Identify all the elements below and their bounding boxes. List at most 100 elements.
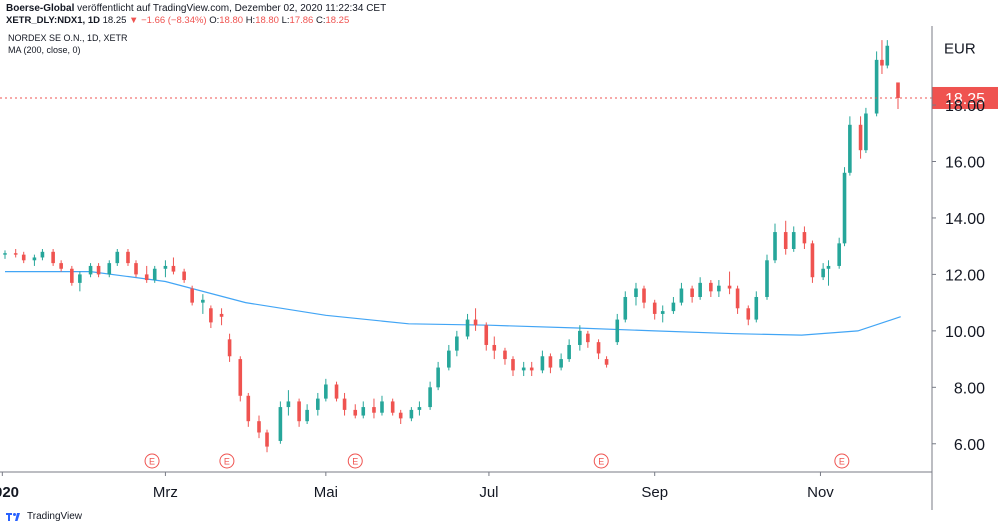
last-price-label: 18.25 [945,91,985,108]
candle-body [885,45,890,66]
candle-body [492,344,497,351]
low-label: L: [281,15,290,26]
candle-body [511,359,515,371]
candle-body [455,336,459,351]
candle-body [765,260,769,297]
candle-body [316,398,320,410]
candle-body [652,302,657,314]
last-price: 18.25 [102,15,127,26]
candle-body [398,412,403,419]
candle-body [548,356,553,368]
brand-name: TradingView [27,511,83,522]
candle-body [540,356,545,371]
candle-body [417,407,422,410]
y-tick-label: 8.00 [954,380,985,397]
candle-body [484,325,489,345]
candle-body [209,308,213,323]
price-change: −1.66 (−8.34%) [141,15,207,26]
candle-body [529,367,534,371]
earnings-marker [834,453,850,469]
candle-body [257,421,261,433]
candle-body [428,387,432,408]
candle-body [858,124,863,151]
candle-body [679,288,684,303]
axes-layer: 6.00 8.00 10.00 12.00 14.00 16.00 18.00 EUR 2020… [0,26,985,510]
candle-body [134,263,138,275]
candle-body [305,409,309,422]
candle-body [246,395,251,422]
candle-body [182,271,186,281]
candle-body [596,342,601,354]
candle-body [324,384,328,399]
candle-body [447,350,451,368]
candle-body [380,401,384,413]
candle-body [521,367,526,371]
price-chart[interactable]: 18.25 6.00 8.00 10.00 12.00 14.00 16.00 18.00 E… [0,26,1000,510]
candle-body [107,263,112,275]
candle-body [465,319,470,337]
down-arrow-icon: ▼ [129,15,139,26]
candle-body [567,344,571,360]
candle-body [634,288,638,297]
candle-body [265,432,269,447]
candle-body [709,282,713,292]
y-tick-label: 12.00 [945,267,985,284]
open-value: 18.80 [219,15,244,26]
close-label: C: [315,15,326,26]
candle-body [690,288,694,297]
candle-body [623,296,628,320]
candle-body [698,282,702,297]
candle-body [660,311,665,314]
x-tick-label: 2020 [0,484,19,501]
earnings-marker [347,453,363,469]
ma-legend: MA (200, close, 0) [8,45,81,55]
candle-body [13,253,18,255]
candle-body [802,232,807,244]
candle-body [874,59,879,114]
candle-body [896,82,900,98]
y-tick-label: 6.00 [954,437,985,454]
candle-body [821,268,825,278]
earnings-marker-label: E [352,457,358,467]
candle-body [746,308,751,320]
candle-body [717,285,721,292]
author-name: Boerse-Global [6,3,75,14]
symbol-label: XETR_DLY:NDX1, 1D [6,15,100,26]
candle-body [473,319,478,326]
candle-body [342,398,347,410]
candle-body [144,274,149,281]
high-value: 18.80 [255,15,279,26]
candle-body [286,401,291,408]
y-tick-label: 18.00 [945,98,985,115]
candle-body [21,254,26,261]
candle-body [727,285,732,289]
last-price-badge [932,86,998,109]
candle-body [334,384,339,399]
candle-body [783,232,788,249]
candle-body [32,257,37,261]
candle-body [88,265,93,275]
candle-body [615,319,620,343]
earnings-marker-label: E [149,457,155,467]
candle-body [826,265,831,269]
candle-body [51,251,55,264]
candle-body [219,313,224,317]
earnings-marker-label: E [224,457,230,467]
candle-body [791,232,796,249]
candle-body [171,265,176,272]
candle-body [190,288,194,303]
candle-body [409,409,414,419]
candle-body [754,296,759,320]
x-tick-label: Nov [807,484,834,501]
candle-body [78,274,82,283]
symbol-header: XETR_DLY:NDX1, 1D 18.25 ▼ −1.66 (−8.34%)… [6,15,349,26]
candle-body [735,288,740,309]
candle-body [642,288,646,303]
candles-layer [3,40,900,453]
candle-body [864,113,868,151]
footer: TradingView [6,511,82,522]
y-tick-label: 16.00 [945,154,985,171]
open-label: O: [209,15,220,26]
candle-body [70,268,74,283]
candle-body [59,263,63,269]
